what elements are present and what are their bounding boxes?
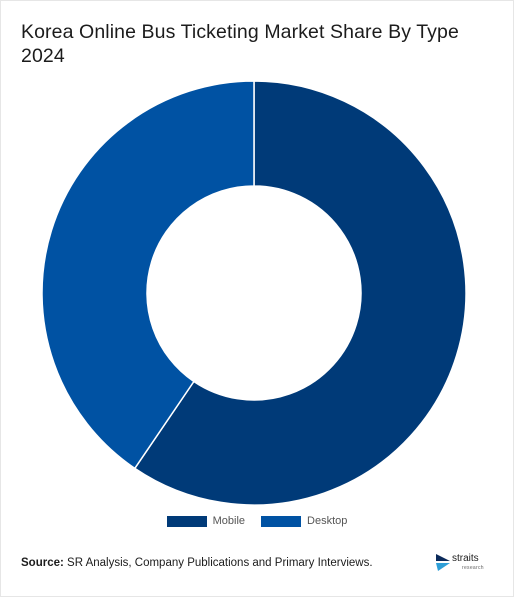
legend-swatch-mobile [166,515,207,527]
logo-subword: research [462,565,484,571]
chart-legend: Mobile Desktop [0,515,514,527]
legend-item-mobile[interactable]: Mobile [166,515,246,527]
donut-slice-mobile[interactable] [133,80,467,506]
source-text: SR Analysis, Company Publications and Pr… [67,557,373,569]
straits-research-logo: straits research [436,551,492,575]
source-note: Source: SR Analysis, Company Publication… [21,557,373,569]
logo-word: straits [452,553,479,564]
source-label: Source: [21,557,64,569]
logo-mark-icon [436,554,450,571]
legend-swatch-desktop [261,515,302,527]
chart-title: Korea Online Bus Ticketing Market Share … [21,21,459,67]
legend-item-desktop[interactable]: Desktop [261,515,347,527]
donut-slice-desktop[interactable] [41,80,255,470]
legend-label-mobile: Mobile [212,515,246,527]
legend-label-desktop: Desktop [307,515,348,527]
